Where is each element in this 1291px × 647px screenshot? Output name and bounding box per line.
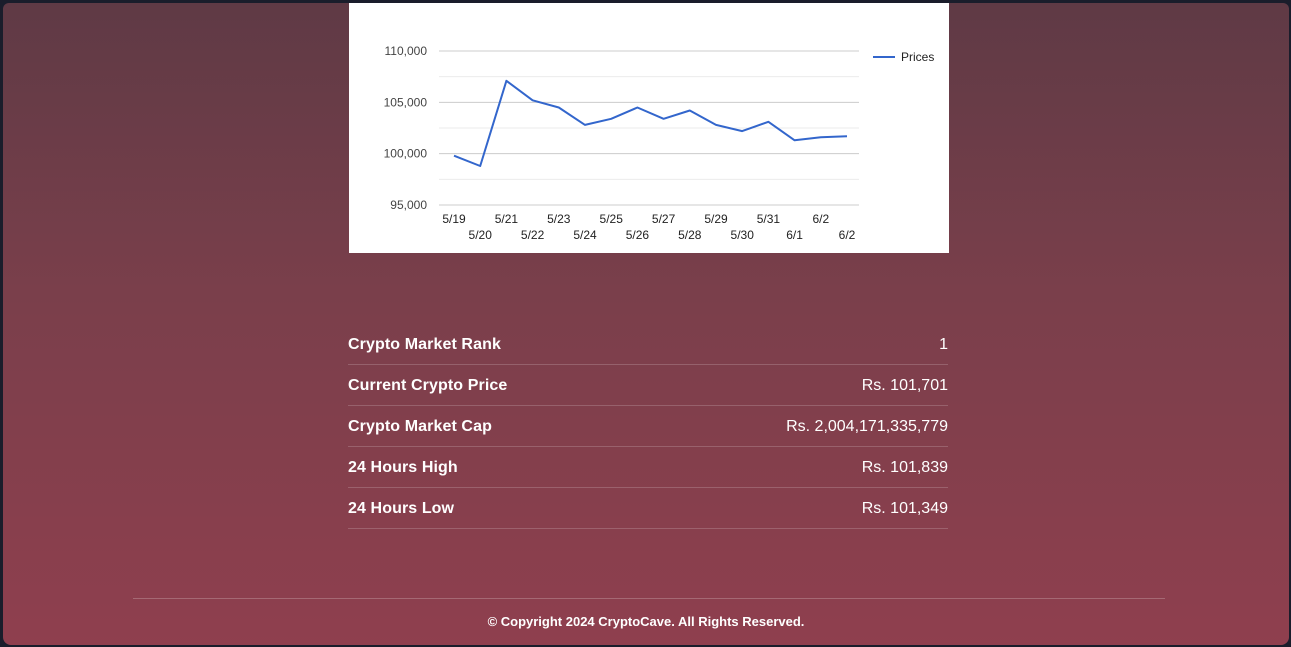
- stat-value: Rs. 101,349: [861, 499, 948, 517]
- stat-row-24h-low: 24 Hours Low Rs. 101,349: [348, 489, 948, 529]
- stat-row-market-rank: Crypto Market Rank 1: [348, 325, 948, 365]
- stat-value: Rs. 101,839: [861, 458, 948, 476]
- stat-value: 1: [939, 335, 948, 353]
- x-tick-label: 5/23: [547, 212, 571, 226]
- x-tick-label: 5/31: [757, 212, 781, 226]
- x-tick-label: 5/20: [469, 228, 493, 242]
- price-chart: 95,000 100,000 105,000 110,000 5/19 5/21 5/23 5…: [349, 3, 949, 253]
- stat-value: Rs. 101,701: [861, 376, 948, 394]
- x-tick-label: 6/1: [786, 228, 803, 242]
- x-tick-label: 5/28: [678, 228, 702, 242]
- y-tick-label: 100,000: [384, 147, 428, 161]
- stat-label: Current Crypto Price: [348, 376, 508, 394]
- stat-label: 24 Hours Low: [348, 499, 455, 517]
- legend-label: Prices: [901, 50, 934, 64]
- x-tick-label: 6/2: [812, 212, 829, 226]
- stat-label: 24 Hours High: [348, 458, 458, 476]
- x-tick-label: 6/2: [839, 228, 856, 242]
- x-tick-label: 5/26: [626, 228, 650, 242]
- footer-divider: [133, 598, 1165, 599]
- stat-row-24h-high: 24 Hours High Rs. 101,839: [348, 448, 948, 488]
- window-bottom-edge: [0, 645, 1291, 647]
- page-frame: 95,000 100,000 105,000 110,000 5/19 5/21 5/23 5…: [3, 3, 1289, 645]
- stats-table: Crypto Market Rank 1 Current Crypto Pric…: [348, 325, 948, 529]
- x-tick-label: 5/24: [573, 228, 597, 242]
- x-tick-label: 5/25: [600, 212, 624, 226]
- y-tick-label: 105,000: [384, 95, 428, 109]
- y-tick-label: 95,000: [390, 198, 427, 212]
- x-tick-label: 5/29: [704, 212, 728, 226]
- x-tick-label: 5/22: [521, 228, 545, 242]
- series-line-prices: [453, 79, 848, 167]
- stat-label: Crypto Market Cap: [348, 417, 492, 435]
- x-tick-label: 5/27: [652, 212, 676, 226]
- stat-row-current-price: Current Crypto Price Rs. 101,701: [348, 366, 948, 406]
- x-tick-label: 5/30: [731, 228, 755, 242]
- footer-copyright: © Copyright 2024 CryptoCave. All Rights …: [487, 614, 805, 629]
- x-tick-label: 5/19: [442, 212, 466, 226]
- stat-value: Rs. 2,004,171,335,779: [786, 417, 948, 435]
- x-tick-label: 5/21: [495, 212, 519, 226]
- y-tick-label: 110,000: [385, 44, 428, 58]
- stat-row-market-cap: Crypto Market Cap Rs. 2,004,171,335,779: [348, 407, 948, 447]
- stat-label: Crypto Market Rank: [348, 335, 501, 353]
